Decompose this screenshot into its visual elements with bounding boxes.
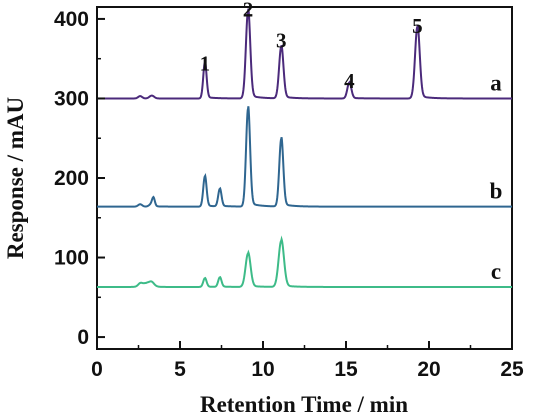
trace-b-line	[97, 106, 512, 208]
peak-label-5: 5	[412, 14, 423, 38]
peak-label-2: 2	[243, 0, 254, 21]
peak-label-1: 1	[200, 51, 211, 75]
y-tick-label: 100	[54, 247, 89, 270]
traces: a b c	[97, 8, 512, 288]
trace-c-label: c	[491, 259, 501, 284]
plot-frame	[96, 6, 513, 350]
x-tick-label: 20	[417, 358, 440, 381]
trace-a-line	[97, 8, 512, 100]
y-tick-label: 200	[54, 167, 89, 190]
trace-b-label: b	[490, 179, 503, 204]
y-tick-label: 400	[54, 8, 89, 31]
x-tick-label: 15	[334, 358, 358, 381]
y-axis-title: Response / mAU	[3, 96, 28, 259]
x-tick-label: 5	[174, 358, 186, 381]
y-tick-label: 0	[77, 326, 89, 349]
x-tick-label: 10	[251, 358, 274, 381]
x-tick-label: 0	[91, 358, 103, 381]
x-axis-title: Retention Time / min	[200, 392, 408, 417]
labels: 1 2 3 4 5	[200, 0, 423, 93]
y-tick-label: 300	[54, 87, 89, 110]
trace-c-line	[97, 235, 512, 288]
peak-label-4: 4	[344, 69, 355, 93]
trace-a-label: a	[490, 70, 502, 95]
x-tick-label: 25	[500, 358, 524, 381]
peak-label-3: 3	[276, 28, 287, 52]
